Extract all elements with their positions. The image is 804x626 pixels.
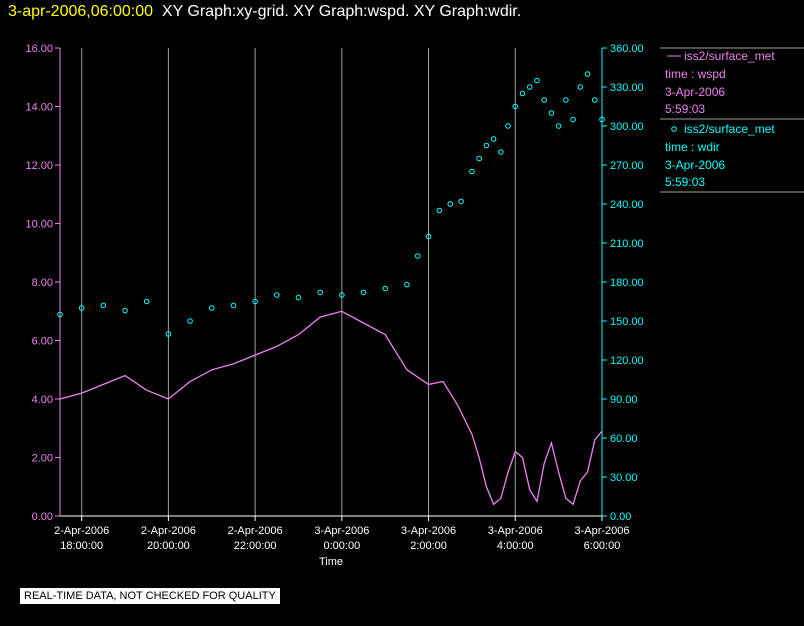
wdir-point [534, 77, 540, 84]
wdir-point [555, 123, 562, 129]
x-tick-label-date: 3-Apr-2006 [574, 525, 629, 537]
x-tick-label-date: 3-Apr-2006 [488, 525, 543, 537]
left-y-tick-label: 10.00 [25, 219, 53, 231]
wdir-point [230, 302, 237, 309]
wdir-point [505, 123, 511, 129]
x-tick-label-time: 0:00:00 [323, 540, 360, 552]
wdir-point [447, 201, 454, 207]
legend-circle-swatch [671, 126, 677, 132]
wdir-point [469, 168, 475, 175]
left-y-tick-label: 14.00 [25, 102, 53, 114]
wdir-point [295, 294, 302, 301]
wdir-point [339, 292, 345, 298]
wdir-point [526, 84, 533, 90]
x-tick-label-time: 6:00:00 [584, 540, 621, 552]
legend-series-date: 3-Apr-2006 [665, 158, 725, 172]
wdir-point [591, 97, 598, 103]
right-y-tick-label: 150.00 [610, 316, 644, 328]
wdir-point [476, 155, 482, 162]
right-y-tick-label: 90.00 [610, 394, 638, 406]
legend-series-time: 5:59:03 [665, 175, 705, 189]
x-tick-label-time: 18:00:00 [60, 540, 103, 552]
wdir-point [143, 298, 150, 305]
x-tick-label-time: 4:00:00 [497, 540, 534, 552]
legend-series-var: time : wdir [665, 140, 720, 154]
right-y-tick-label: 30.00 [610, 472, 638, 484]
header-timestamp: 3-apr-2006,06:00:00 [8, 3, 153, 20]
x-tick-label-date: 2-Apr-2006 [141, 525, 196, 537]
wdir-point [425, 233, 432, 240]
wspd-series [59, 310, 603, 506]
header-graph-list: XY Graph:xy-grid. XY Graph:wspd. XY Grap… [161, 3, 522, 20]
wdir-point [208, 305, 215, 311]
grid-lines [81, 48, 603, 516]
left-y-tick-label: 8.00 [32, 277, 53, 289]
left-y-tick-label: 4.00 [32, 394, 53, 406]
x-tick-label-time: 20:00:00 [147, 540, 190, 552]
right-y-tick-label: 330.00 [610, 82, 644, 94]
wdir-point [122, 307, 128, 314]
x-tick-label-date: 2-Apr-2006 [54, 525, 109, 537]
wdir-point [360, 289, 367, 296]
left-y-tick-label: 2.00 [32, 453, 53, 465]
wdir-point [100, 302, 107, 309]
wdir-point [458, 198, 464, 205]
quality-disclaimer: REAL-TIME DATA, NOT CHECKED FOR QUALITY [20, 588, 280, 604]
wdir-point [519, 90, 526, 97]
legend-series-time: 5:59:03 [665, 102, 705, 116]
wdir-point [382, 285, 389, 292]
wdir-point [404, 281, 410, 288]
chart-header: 3-apr-2006,06:00:00 XY Graph:xy-grid. XY… [8, 3, 521, 21]
left-y-tick-label: 0.00 [32, 511, 53, 523]
x-tick-label-time: 2:00:00 [410, 540, 447, 552]
right-y-tick-label: 300.00 [610, 121, 644, 133]
right-y-tick-label: 0.00 [610, 511, 631, 523]
wdir-point [577, 84, 584, 90]
x-tick-label-date: 3-Apr-2006 [401, 525, 456, 537]
wdir-point [490, 136, 497, 142]
left-y-tick-label: 6.00 [32, 336, 53, 348]
right-y-tick-label: 180.00 [610, 277, 644, 289]
legend-series-var: time : wspd [665, 67, 726, 81]
wdir-point [599, 116, 605, 123]
right-y-tick-label: 60.00 [610, 433, 638, 445]
wdir-point [317, 289, 323, 296]
wdir-point [512, 103, 519, 110]
right-y-tick-label: 210.00 [610, 238, 644, 250]
wdir-point [541, 97, 547, 103]
wdir-point [584, 71, 591, 77]
wdir-series [57, 71, 605, 337]
wspd-line [59, 310, 603, 506]
legend-series-name: iss2/surface_met [684, 122, 775, 136]
wdir-point [165, 331, 172, 337]
wdir-point [563, 97, 569, 103]
right-y-tick-label: 360.00 [610, 43, 644, 55]
right-y-tick-label: 120.00 [610, 355, 644, 367]
axes: 2-Apr-2006 18:00:00 2-Apr-2006 20:00:00 2-Ap… [25, 43, 643, 568]
legend-series-name: iss2/surface_met [684, 49, 775, 63]
left-y-tick-label: 12.00 [25, 160, 53, 172]
wdir-point [436, 207, 443, 214]
wdir-point [483, 142, 490, 149]
x-tick-label-time: 22:00:00 [234, 540, 277, 552]
wdir-point [498, 149, 504, 155]
wdir-point [570, 116, 576, 123]
wdir-point [274, 292, 280, 298]
right-y-tick-label: 240.00 [610, 199, 644, 211]
wdir-point [548, 110, 555, 116]
wdir-point [252, 298, 258, 305]
x-tick-label-date: 2-Apr-2006 [228, 525, 283, 537]
wdir-point [187, 318, 193, 324]
left-y-tick-label: 16.00 [25, 43, 53, 55]
legend-series-date: 3-Apr-2006 [665, 85, 725, 99]
wdir-point [78, 305, 85, 311]
x-tick-label-date: 3-Apr-2006 [314, 525, 369, 537]
wdir-point [414, 253, 421, 259]
wdir-point [57, 311, 63, 318]
right-y-tick-label: 270.00 [610, 160, 644, 172]
x-axis-title: Time [319, 556, 343, 568]
